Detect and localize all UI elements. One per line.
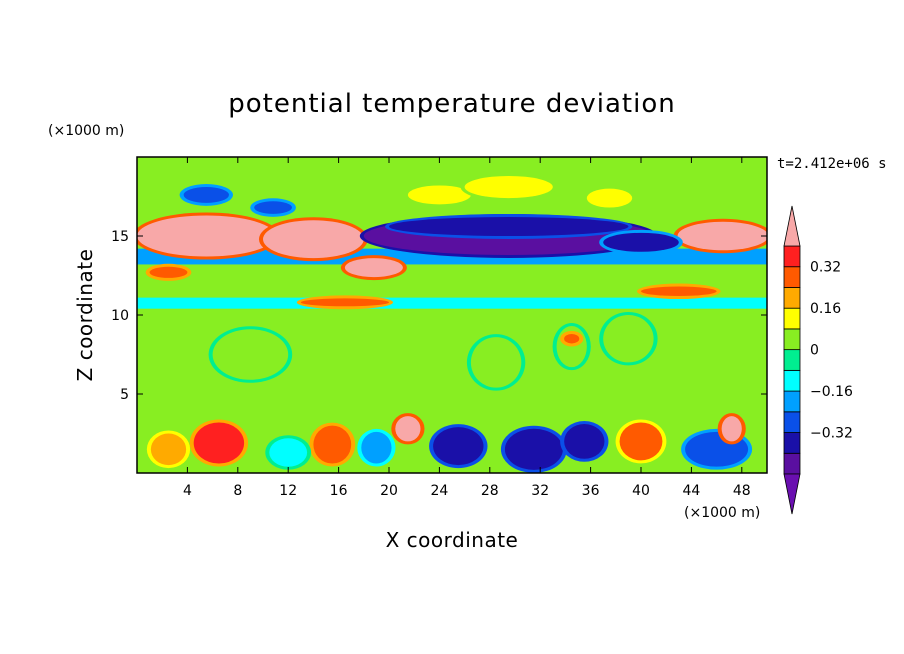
x-tick-label: 36 xyxy=(582,483,600,499)
field-region xyxy=(263,220,364,259)
field-region xyxy=(470,337,522,388)
field-region xyxy=(564,424,605,459)
colorbar-box xyxy=(783,369,801,392)
field-region xyxy=(137,215,276,257)
colorbar-box xyxy=(783,390,801,413)
field-region xyxy=(313,425,352,464)
time-label: t=2.412e+06 s xyxy=(777,156,887,172)
field-region xyxy=(677,221,767,251)
field-region xyxy=(603,232,679,252)
x-tick-label: 12 xyxy=(279,483,297,499)
y-tick-label: 15 xyxy=(111,229,129,245)
x-tick-label: 24 xyxy=(430,483,448,499)
field-region xyxy=(150,433,187,466)
colorbar-box xyxy=(783,307,801,330)
chart-title: potential temperature deviation xyxy=(228,89,675,119)
colorbar-box xyxy=(783,432,801,454)
colorbar-top-triangle xyxy=(783,205,801,247)
field-region xyxy=(564,333,580,344)
field-region xyxy=(433,427,484,466)
field-region xyxy=(619,422,663,461)
colorbar-label: −0.16 xyxy=(810,384,853,400)
field-region xyxy=(361,431,392,464)
field-region xyxy=(193,422,245,464)
field-region xyxy=(300,298,389,307)
colorbar-box xyxy=(783,328,801,351)
x-tick-label: 16 xyxy=(330,483,348,499)
x-tick-label: 32 xyxy=(531,483,549,499)
x-axis-label: X coordinate xyxy=(386,528,519,552)
plot-area xyxy=(137,157,767,473)
field-region xyxy=(183,187,229,203)
colorbar-label: 0.16 xyxy=(810,301,841,317)
field-background xyxy=(137,157,767,473)
field-region xyxy=(603,315,654,363)
colorbar-box xyxy=(783,266,801,288)
colorbar-label: −0.32 xyxy=(810,426,853,442)
colorbar-bottom-triangle xyxy=(783,473,801,515)
field-region xyxy=(464,175,553,199)
x-axis: 4 8 12 16 20 24 28 32 36 40 44 48 xyxy=(183,157,751,499)
y-axis-label: Z coordinate xyxy=(73,249,97,382)
field-region xyxy=(254,201,292,214)
field-region xyxy=(721,416,742,442)
y-tick-label: 10 xyxy=(111,308,129,324)
y-axis: 5 10 15 xyxy=(111,229,767,403)
x-tick-label: 4 xyxy=(183,483,192,499)
field-region xyxy=(149,266,188,278)
x-tick-label: 48 xyxy=(733,483,751,499)
x-unit-label: (×1000 m) xyxy=(684,505,760,521)
colorbar-label: 0.32 xyxy=(810,260,841,276)
colorbar-box xyxy=(783,411,801,433)
x-tick-label: 28 xyxy=(481,483,499,499)
field-region xyxy=(344,258,403,278)
x-tick-label: 20 xyxy=(380,483,398,499)
field-region xyxy=(389,217,629,236)
x-tick-label: 44 xyxy=(682,483,700,499)
colorbar-label: 0 xyxy=(810,343,819,359)
field-region xyxy=(504,428,563,470)
field-region xyxy=(395,416,421,442)
field-region xyxy=(269,438,308,467)
y-tick-label: 5 xyxy=(120,387,129,403)
colorbar: 0.32 0.16 0 −0.16 −0.32 xyxy=(783,205,853,515)
colorbar-box xyxy=(783,245,801,268)
colorbar-box xyxy=(783,287,801,309)
field-region xyxy=(641,286,717,297)
y-unit-label: (×1000 m) xyxy=(48,123,124,139)
field-region xyxy=(586,188,633,208)
colorbar-box xyxy=(783,452,801,475)
field-band xyxy=(137,280,767,290)
field-region xyxy=(212,329,289,380)
temperature-field xyxy=(137,172,767,473)
field-band xyxy=(137,297,767,309)
x-tick-label: 8 xyxy=(233,483,242,499)
colorbar-box xyxy=(783,349,801,371)
field-region xyxy=(407,185,471,205)
x-tick-label: 40 xyxy=(632,483,650,499)
